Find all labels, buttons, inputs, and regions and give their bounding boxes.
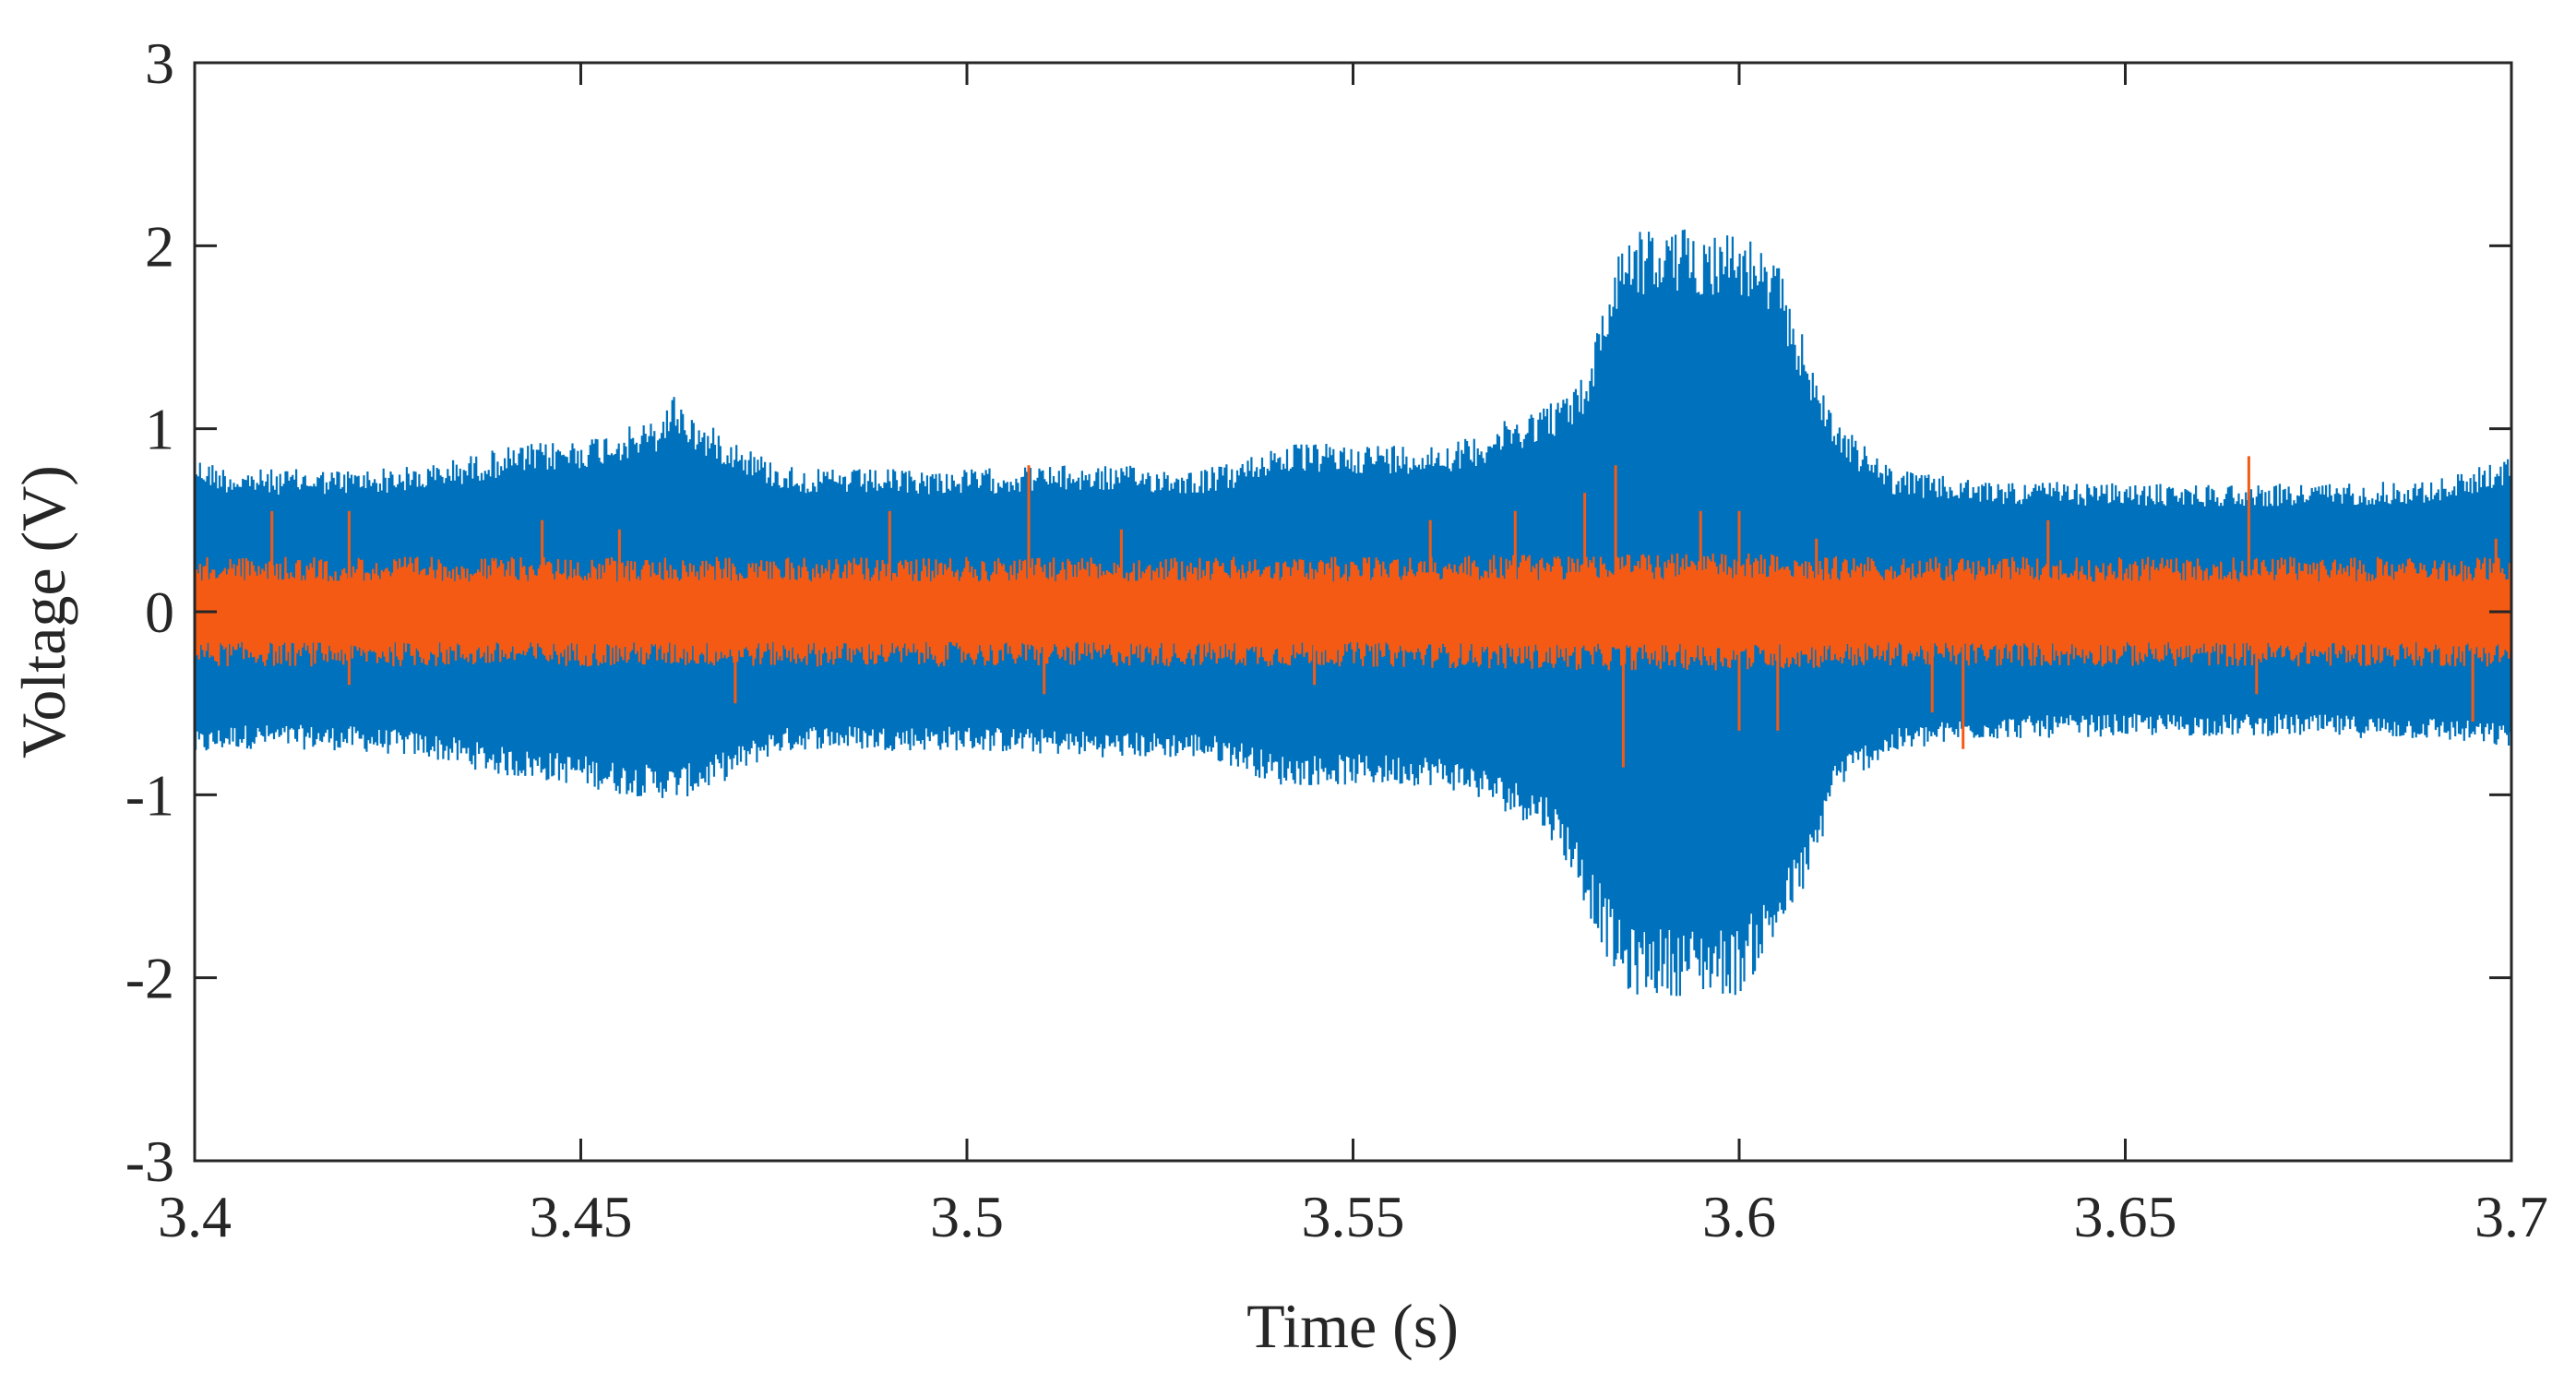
y-tick-label: -3	[125, 1128, 174, 1194]
x-tick-label: 3.5	[930, 1184, 1004, 1249]
y-tick-label: 3	[145, 30, 174, 96]
x-tick-label: 3.7	[2475, 1184, 2548, 1249]
y-tick-label: -2	[125, 946, 174, 1011]
x-axis-ticks: 3.4 3.45 3.5 3.55 3.6 3.65 3.7	[158, 63, 2548, 1249]
y-axis-label: Voltage (V)	[8, 465, 78, 758]
series_2-line	[195, 553, 2511, 671]
x-tick-label: 3.65	[2074, 1184, 2177, 1249]
x-tick-label: 3.55	[1302, 1184, 1405, 1249]
x-tick-label: 3.6	[1702, 1184, 1776, 1249]
y-tick-label: 1	[145, 397, 174, 462]
y-tick-label: -1	[125, 762, 174, 828]
y-axis-ticks: -3 -2 -1 0 1 2 3	[125, 30, 2511, 1194]
y-tick-label: 2	[145, 213, 174, 279]
x-tick-label: 3.4	[158, 1184, 232, 1249]
y-tick-label: 0	[145, 579, 174, 645]
x-tick-label: 3.45	[530, 1184, 633, 1249]
series-2-signal	[195, 456, 2511, 768]
x-axis-label: Time (s)	[1246, 1291, 1459, 1361]
